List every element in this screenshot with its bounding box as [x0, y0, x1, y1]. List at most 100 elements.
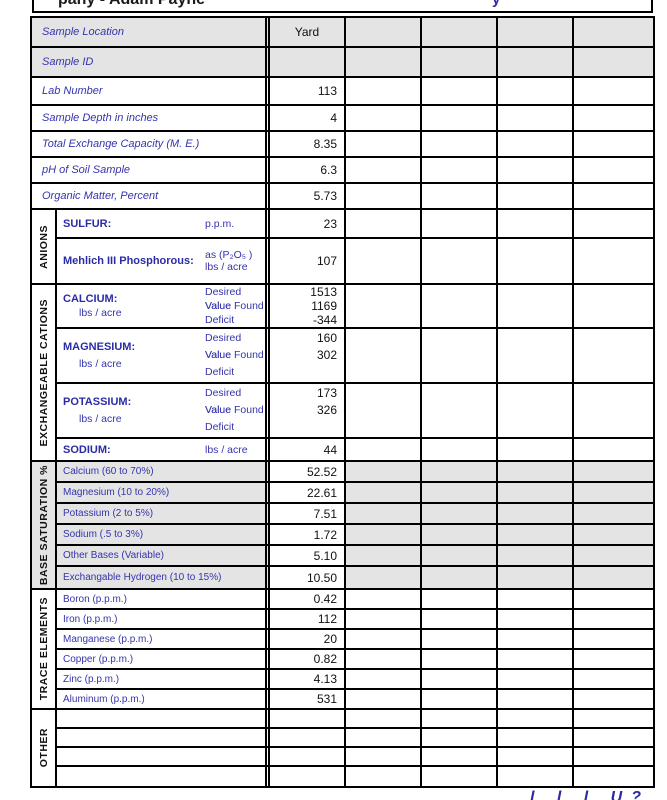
section-anions-sidebar: ANIONS: [32, 210, 57, 283]
value-cell-empty: [346, 610, 422, 628]
row-label-cell: SODIUM: lbs / acre: [57, 439, 270, 460]
clipped-handwritten-note: l l l U?: [530, 789, 650, 800]
value-cell-empty: [422, 78, 498, 104]
section-cations-sidebar: EXCHANGEABLE CATIONS: [32, 285, 57, 460]
unit-value-found: Value Found: [205, 404, 264, 416]
table-row-ph: pH of Soil Sample 6.3: [32, 158, 653, 184]
row-label-cell: [57, 767, 270, 786]
value-cell-empty: [498, 384, 574, 437]
value-cell-empty: [574, 329, 653, 382]
table-row-zinc: Zinc (p.p.m.) 4.13: [57, 670, 653, 690]
row-label: POTASSIUM:: [63, 395, 132, 408]
report-title-fragment: pany - Adam Payne: [58, 0, 205, 9]
value-cell-empty: [574, 710, 653, 727]
row-label: Sample Depth in inches: [42, 112, 159, 124]
unit-deficit: Deficit: [205, 421, 235, 433]
row-label: Sample Location: [42, 26, 124, 38]
row-label-cell: Sample ID: [32, 48, 270, 76]
value-cell-empty: [498, 78, 574, 104]
value-cell-empty: [498, 210, 574, 237]
value-cell-empty: [422, 670, 498, 688]
sample-location-value: Yard: [294, 25, 320, 39]
row-label: pH of Soil Sample: [42, 164, 131, 176]
row-label: Mehlich III Phosphorous:: [63, 255, 194, 267]
value-cell-empty: [574, 767, 653, 786]
row-label: Copper (p.p.m.): [63, 653, 134, 665]
table-row-sodium: SODIUM: lbs / acre 44: [57, 439, 653, 460]
sample-depth-value: 4: [330, 111, 337, 125]
table-row-lab-number: Lab Number 113: [32, 78, 653, 106]
tec-value: 8.35: [313, 137, 337, 151]
value-cell-yard: 44: [270, 439, 346, 460]
sodium-value: 44: [323, 442, 337, 457]
value-cell-empty: [346, 767, 422, 786]
value-cell-empty: [574, 78, 653, 104]
value-cell-empty: [346, 630, 422, 648]
value-cell-empty: [422, 748, 498, 765]
row-label-cell: Sample Location: [32, 18, 270, 46]
section-title: TRACE ELEMENTS: [37, 597, 50, 701]
unit-value-found: Value Found: [205, 300, 264, 312]
row-label-cell: Sample Depth in inches: [32, 106, 270, 130]
row-unit-line1: as (P₂O₅ ): [205, 249, 253, 261]
value-cell-yard: 113: [270, 78, 346, 104]
row-label: SODIUM:: [63, 443, 111, 456]
value-cell-empty: [498, 650, 574, 668]
table-row-other-1: [57, 710, 653, 729]
row-label: CALCIUM:: [63, 293, 118, 305]
magnesium-desired: 160: [316, 331, 337, 345]
value-cell-empty: [574, 567, 653, 588]
value-cell-empty: [574, 650, 653, 668]
table-row-boron: Boron (p.p.m.) 0.42: [57, 590, 653, 610]
row-label-cell: MAGNESIUM: lbs / acre Desired Value Valu…: [57, 329, 270, 382]
table-row-total-exchange-capacity: Total Exchange Capacity (M. E.) 8.35: [32, 132, 653, 158]
unit-desired-value: Desired Value: [205, 286, 242, 312]
value-cell-empty: [574, 729, 653, 746]
value-cell-empty: [346, 690, 422, 708]
value-cell-empty: [574, 462, 653, 481]
value-cell-empty: [574, 48, 653, 76]
row-label-cell: [57, 710, 270, 727]
value-cell-empty: [270, 767, 346, 786]
value-cell-empty: [346, 710, 422, 727]
section-base-saturation-sidebar: BASE SATURATION %: [32, 462, 57, 588]
value-cell-empty: [346, 184, 422, 208]
value-cell-empty: [422, 767, 498, 786]
value-cell-empty: [498, 132, 574, 156]
value-cell-empty: [498, 439, 574, 460]
row-label: Other Bases (Variable): [63, 550, 164, 561]
value-cell-empty: [498, 106, 574, 130]
value-cell-empty: [498, 239, 574, 283]
value-cell-empty: [498, 710, 574, 727]
section-trace-elements-sidebar: TRACE ELEMENTS: [32, 590, 57, 708]
value-cell-empty: [346, 567, 422, 588]
value-cell-empty: [346, 670, 422, 688]
section-anions: ANIONS SULFUR: p.p.m. 23 Mehlich III Pho…: [32, 210, 653, 285]
section-trace-elements: TRACE ELEMENTS Boron (p.p.m.) 0.42 Iron …: [32, 590, 653, 710]
value-cell-empty: [574, 132, 653, 156]
table-row-calcium: CALCIUM: lbs / acre Desired Value Value …: [57, 285, 653, 329]
value-cell-empty: [346, 525, 422, 544]
value-cell-empty: [346, 462, 422, 481]
row-label: Potassium (2 to 5%): [63, 508, 154, 519]
value-cell-yard: 112: [270, 610, 346, 628]
row-label-cell: Aluminum (p.p.m.): [57, 690, 270, 708]
value-cell-yard: 107: [270, 239, 346, 283]
row-label-cell: [57, 748, 270, 765]
row-unit-line2: lbs / acre: [205, 261, 248, 273]
row-unit: p.p.m.: [205, 217, 235, 230]
potassium-found: 326: [316, 403, 337, 417]
value-cell-yard: 1.72: [270, 525, 346, 544]
value-cell-yard: 4.13: [270, 670, 346, 688]
value-cell-empty: [422, 239, 498, 283]
value-cell-empty: [346, 546, 422, 565]
calcium-found: 1169: [311, 299, 337, 313]
table-row-bs-potassium: Potassium (2 to 5%) 7.51: [57, 504, 653, 525]
value-cell-yard: 6.3: [270, 158, 346, 182]
unit-desired-value: Desired Value: [205, 387, 242, 416]
row-label-cell: Magnesium (10 to 20%): [57, 483, 270, 502]
value-cell-empty: [422, 610, 498, 628]
phosphorous-value: 107: [316, 254, 337, 268]
value-cell-yard: 7.51: [270, 504, 346, 523]
